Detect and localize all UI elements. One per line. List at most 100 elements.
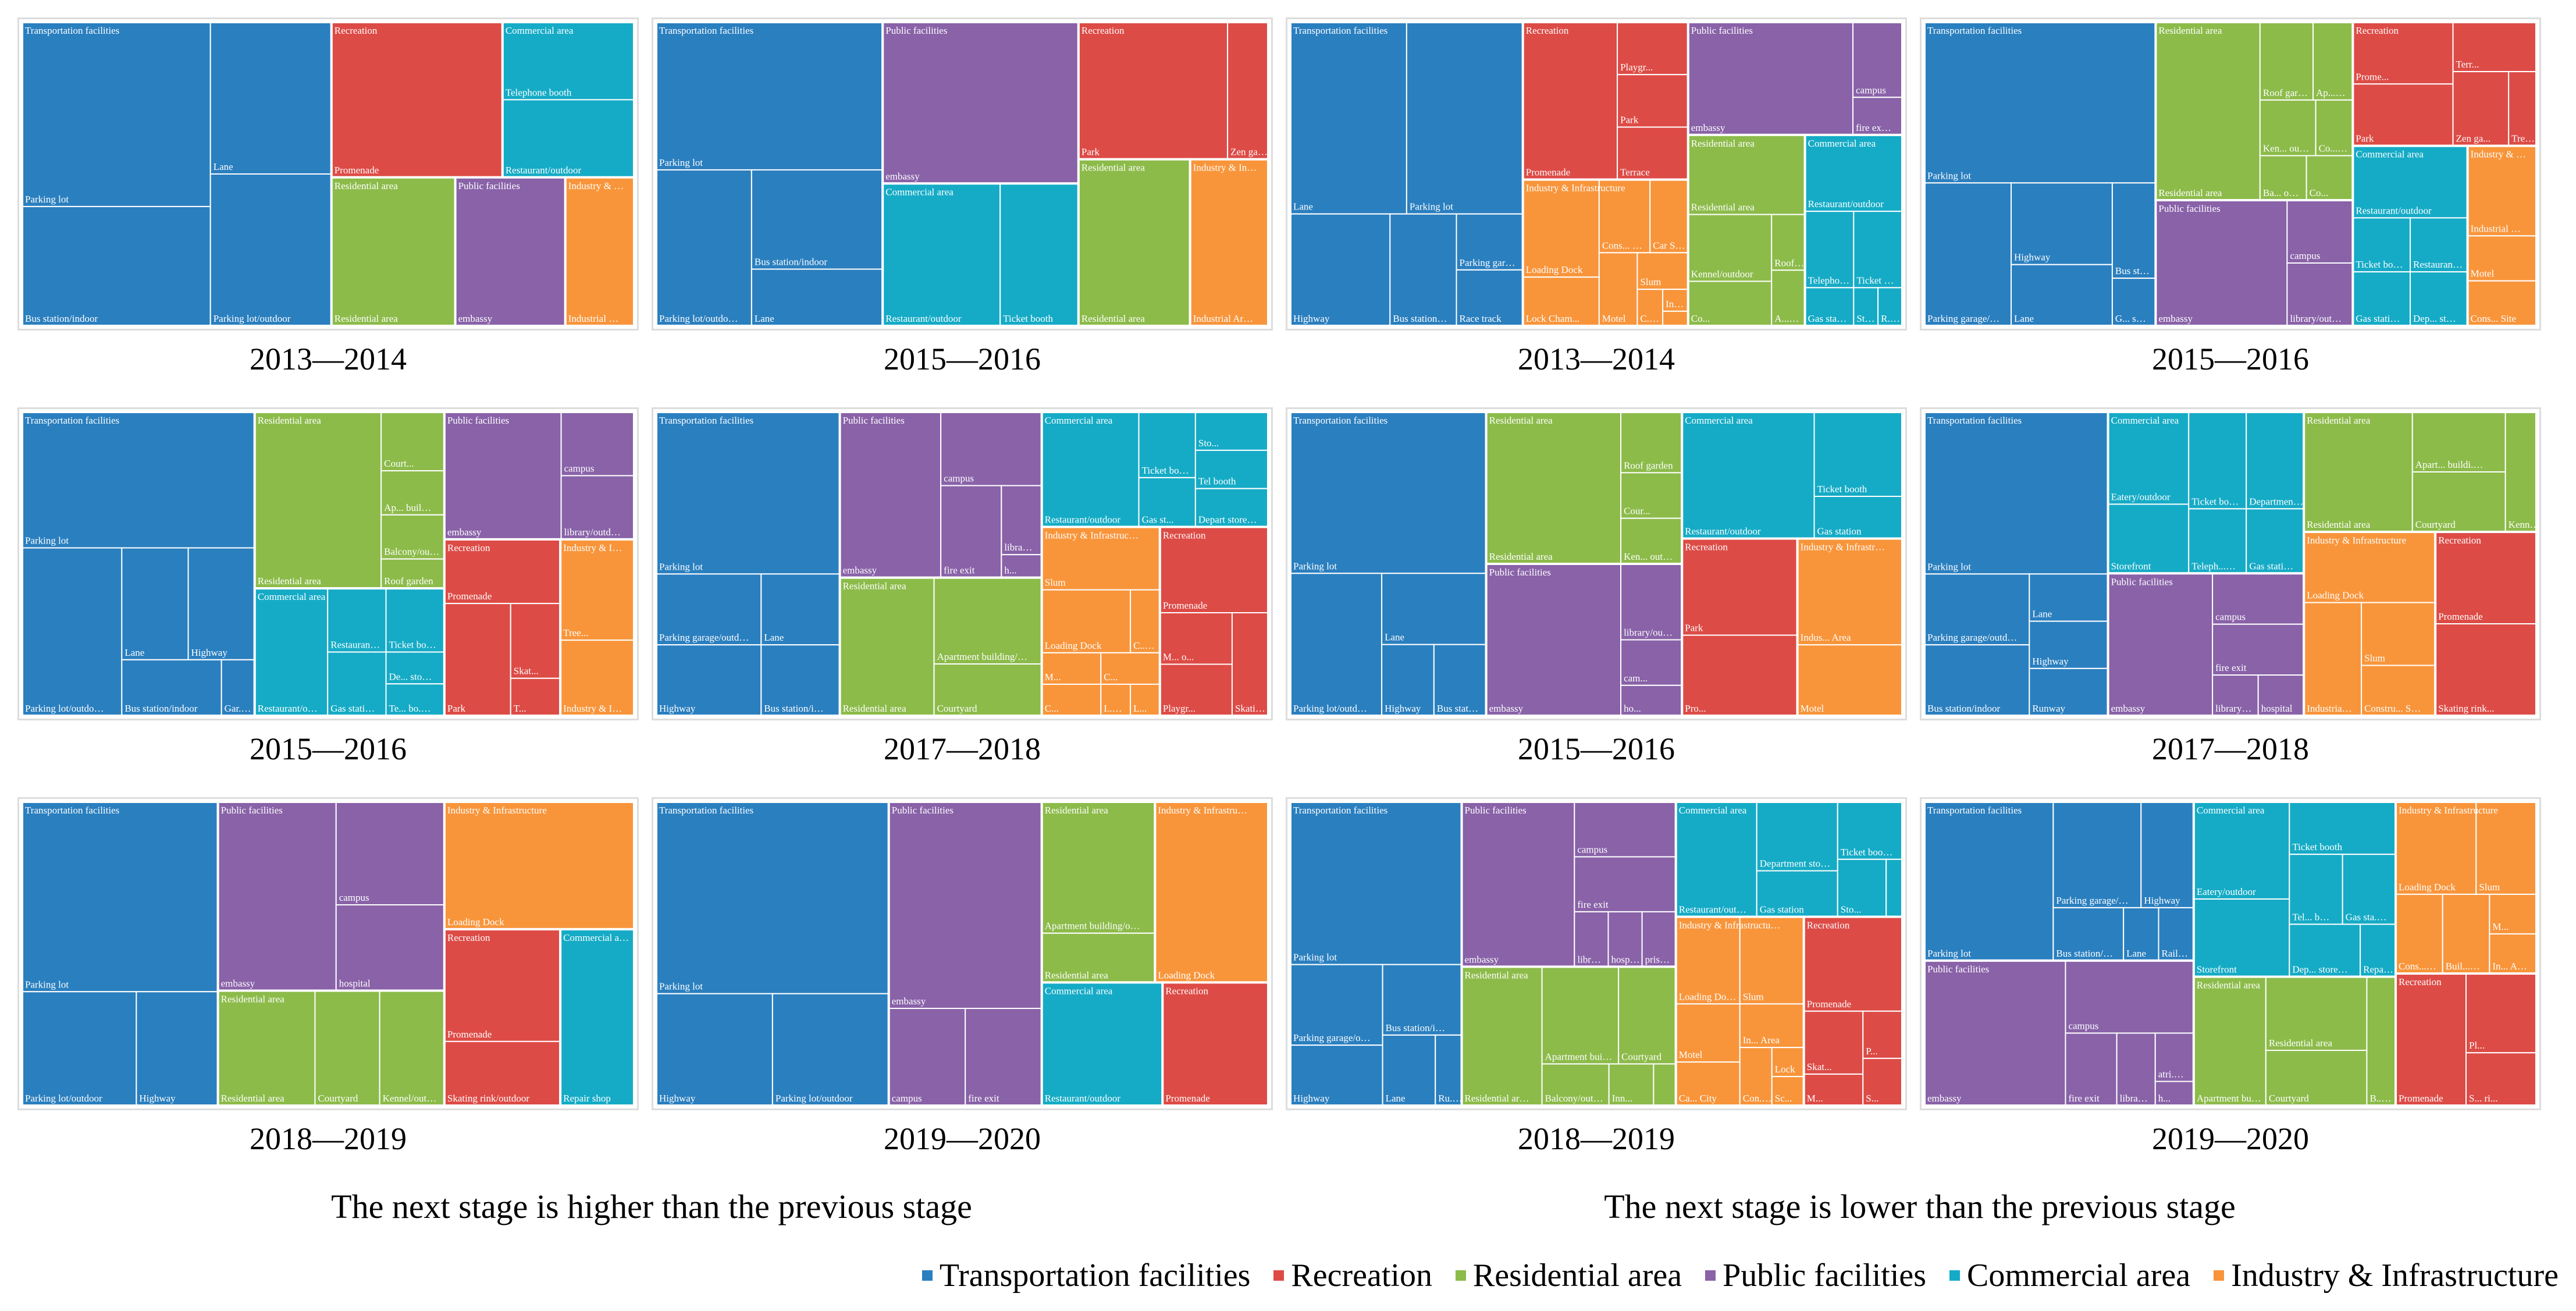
cell-label: Kennel/out…	[383, 1093, 437, 1104]
treemap-cell	[1389, 213, 1457, 326]
treemap-cell	[443, 802, 634, 930]
category-label: Industry & Infrastru…	[1158, 805, 1247, 816]
treemap-cell	[330, 22, 503, 178]
category-group-commercial-area: Eatery/outdoor Storefront Ticket bo… Depart…	[2107, 412, 2305, 575]
treemap-chart: Parking lot Highway Parking lot/outdoor Tra…	[656, 802, 1268, 1106]
cell-label: Lane	[124, 647, 144, 658]
treemap-cell	[1461, 966, 1543, 1106]
cell-label: Apart... buildi.…	[2415, 459, 2484, 470]
cell-label: Skati…	[1235, 703, 1265, 714]
category-label: Public facilities	[885, 25, 947, 36]
cell-label: Motel	[1602, 313, 1626, 324]
treemap-cell	[2188, 508, 2247, 574]
cell-label: Rail…	[2162, 948, 2188, 959]
treemap-cell	[656, 22, 884, 170]
cell-label: Highway	[2032, 656, 2069, 667]
treemap-cell	[1231, 612, 1268, 716]
category-label: Recreation	[2399, 976, 2442, 987]
category-group-public-facilities: embassy campus fire exit libra… h... Public f…	[838, 412, 1043, 579]
cell-label: fire exit	[2068, 1093, 2100, 1104]
category-group-residential-area: Apartment building/o… Residential area Res…	[1040, 802, 1157, 984]
cell-label: Parking lot	[659, 561, 703, 572]
category-group-transportation-facilities: Parking lot Parking garage/o… Highway Bus s…	[1290, 802, 1463, 1106]
cell-label: campus	[339, 892, 369, 903]
category-group-transportation-facilities: Parking lot Parking garage/… Highway Lane Bu…	[1924, 22, 2157, 326]
category-group-industry-infrastructure: Loading Dock Industria… Slum Constru... S… I…	[2303, 531, 2437, 716]
treemap-cell	[2465, 973, 2536, 1054]
treemap-cell	[2489, 893, 2536, 935]
treemap-cell	[1159, 526, 1268, 614]
cell-label: Lane	[2014, 313, 2034, 324]
cell-label: Ken... ou…	[2263, 143, 2309, 154]
category-label: Transportation facilities	[1293, 415, 1387, 426]
cell-label: Ticket boo…	[1841, 847, 1893, 858]
category-label: Public facilities	[843, 415, 905, 426]
cell-label: libra…	[1004, 542, 1032, 553]
cell-label: Parking lot/outdoor	[25, 1093, 102, 1104]
category-label: Commercial area	[885, 186, 953, 197]
cell-label: libr…	[1577, 954, 1601, 965]
treemap-cell	[1924, 644, 2030, 716]
cell-label: Restauran…	[2413, 259, 2463, 270]
category-label: Recreation	[2438, 535, 2481, 546]
cell-label: Residential area	[843, 703, 906, 714]
cell-label: In... A…	[2492, 961, 2527, 972]
category-label: Recreation	[447, 542, 490, 553]
category-label: Recreation	[1526, 25, 1569, 36]
cell-label: Residential area	[1691, 202, 1755, 213]
treemap-cell	[1804, 211, 1855, 289]
cell-label: campus	[944, 473, 974, 484]
category-label: Recreation	[447, 932, 490, 943]
cell-label: De... sto…	[389, 671, 432, 682]
category-group-recreation: Promenade Skating rink/outdoor Recreation	[443, 928, 562, 1106]
cell-label: Lane	[755, 313, 774, 324]
category-label: Commercial area	[2356, 149, 2424, 160]
category-label: Residential area	[2158, 25, 2222, 36]
cell-label: Skat...	[1807, 1061, 1832, 1072]
treemap-cell	[1620, 517, 1683, 564]
category-group-transportation-facilities: Parking lot Parking garage/outd… Highway La…	[656, 412, 841, 716]
cell-label: Residential area	[1489, 551, 1553, 562]
cell-label: fire ex…	[1856, 122, 1891, 133]
cell-label: Residential area	[335, 313, 398, 324]
cell-label: Parking lot	[1927, 170, 1971, 181]
cell-label: Sto...	[1841, 904, 1861, 915]
treemap-cell	[2489, 933, 2536, 975]
cell-label: fire exit	[968, 1093, 999, 1104]
treemap-cell	[2140, 802, 2194, 908]
cell-label: Ba... o…	[2263, 187, 2299, 198]
treemap-panel: Parking lot Parking garage/… Highway Lane Bu…	[1920, 17, 2541, 331]
legend: Transportation facilities Recreation Res…	[921, 1252, 2559, 1299]
treemap-cell	[2410, 217, 2468, 273]
category-group-recreation: Promenade M... o... Playgr... Skati… Recreat…	[1158, 525, 1268, 716]
treemap-cell	[2065, 960, 2194, 1034]
legend-swatch-icon	[1949, 1270, 1961, 1281]
cell-label: Restaurant/outdoor	[2356, 205, 2432, 216]
cell-label: Skating rink/outdoor	[447, 1093, 530, 1104]
cell-label: Restauran…	[330, 639, 380, 651]
category-group-transportation-facilities: Parking lot Parking lot/outd… Lane Highway B…	[1290, 412, 1488, 716]
treemap-cell	[2107, 573, 2214, 716]
cell-label: Balcony/out…	[1545, 1093, 1603, 1104]
cell-label: M... o...	[1163, 652, 1194, 663]
cell-label: Restaurant/outdoor	[1808, 198, 1884, 209]
treemap-cell	[1636, 289, 1664, 326]
treemap-cell	[1041, 412, 1140, 528]
treemap-cell	[1837, 802, 1902, 860]
treemap-cell	[2111, 278, 2157, 326]
cell-label: Ru.…	[1438, 1093, 1462, 1104]
treemap-cell	[1924, 182, 2012, 326]
treemap-cell	[121, 659, 222, 716]
cell-label: Lock Cham...	[1526, 313, 1580, 324]
category-label: Transportation facilities	[25, 805, 119, 816]
cell-label: Promenade	[1807, 999, 1851, 1010]
treemap-cell	[2452, 22, 2536, 73]
treemap-cell	[22, 412, 255, 549]
treemap-cell	[1813, 496, 1902, 539]
cell-label: Indus... Area	[1801, 632, 1851, 643]
treemap-cell	[2315, 99, 2354, 157]
cell-label: Buil...…	[2446, 961, 2480, 972]
treemap-cell	[1804, 287, 1855, 326]
treemap-cell	[1687, 22, 1854, 136]
treemap-cell	[501, 99, 634, 178]
